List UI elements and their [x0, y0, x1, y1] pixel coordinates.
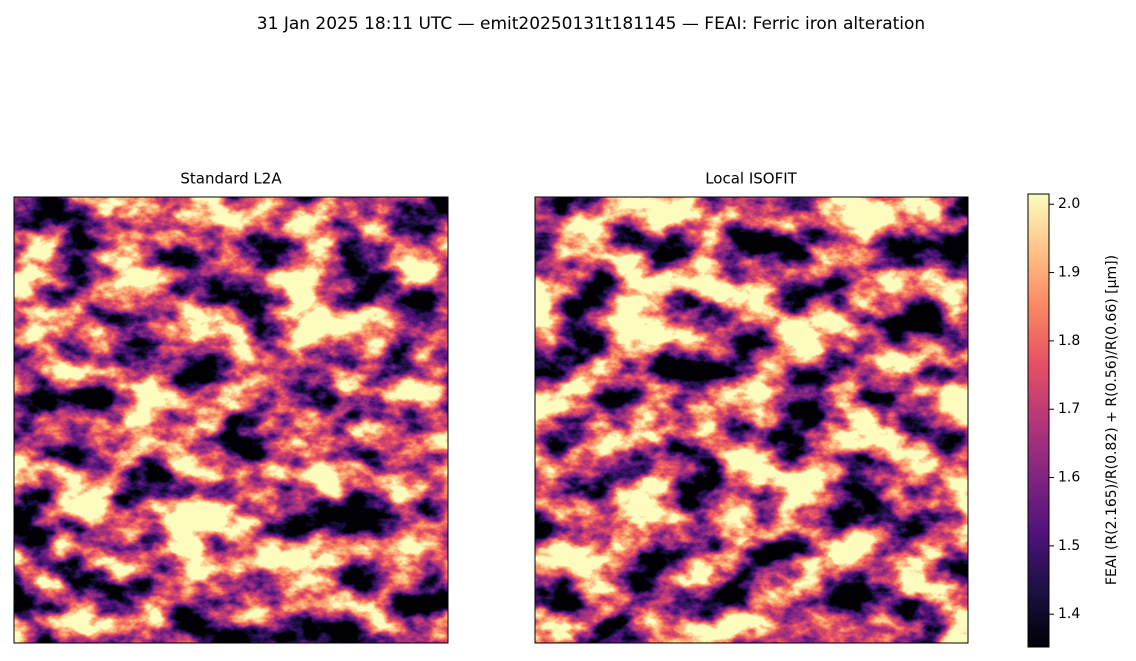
tick-label: 1.4	[1058, 606, 1080, 622]
panel-title: Standard L2A	[180, 170, 282, 188]
colorbar-label: FEAI (R(2.165)/R(0.82) + R(0.56)/R(0.66)…	[1104, 255, 1120, 585]
tick-label: 1.5	[1058, 538, 1080, 554]
figure-title: 31 Jan 2025 18:11 UTC — emit20250131t181…	[257, 14, 925, 34]
panel-frame	[13, 196, 449, 644]
tick-label: 2.0	[1058, 196, 1080, 212]
panel-frame	[534, 196, 969, 644]
tick-label: 1.8	[1058, 333, 1080, 349]
image-panel	[535, 197, 968, 643]
panel-title: Local ISOFIT	[705, 170, 797, 188]
image-panel	[14, 197, 448, 643]
colorbar	[1027, 193, 1050, 648]
tick-label: 1.9	[1058, 265, 1080, 281]
tick-label: 1.6	[1058, 470, 1080, 486]
tick-label: 1.7	[1058, 401, 1080, 417]
